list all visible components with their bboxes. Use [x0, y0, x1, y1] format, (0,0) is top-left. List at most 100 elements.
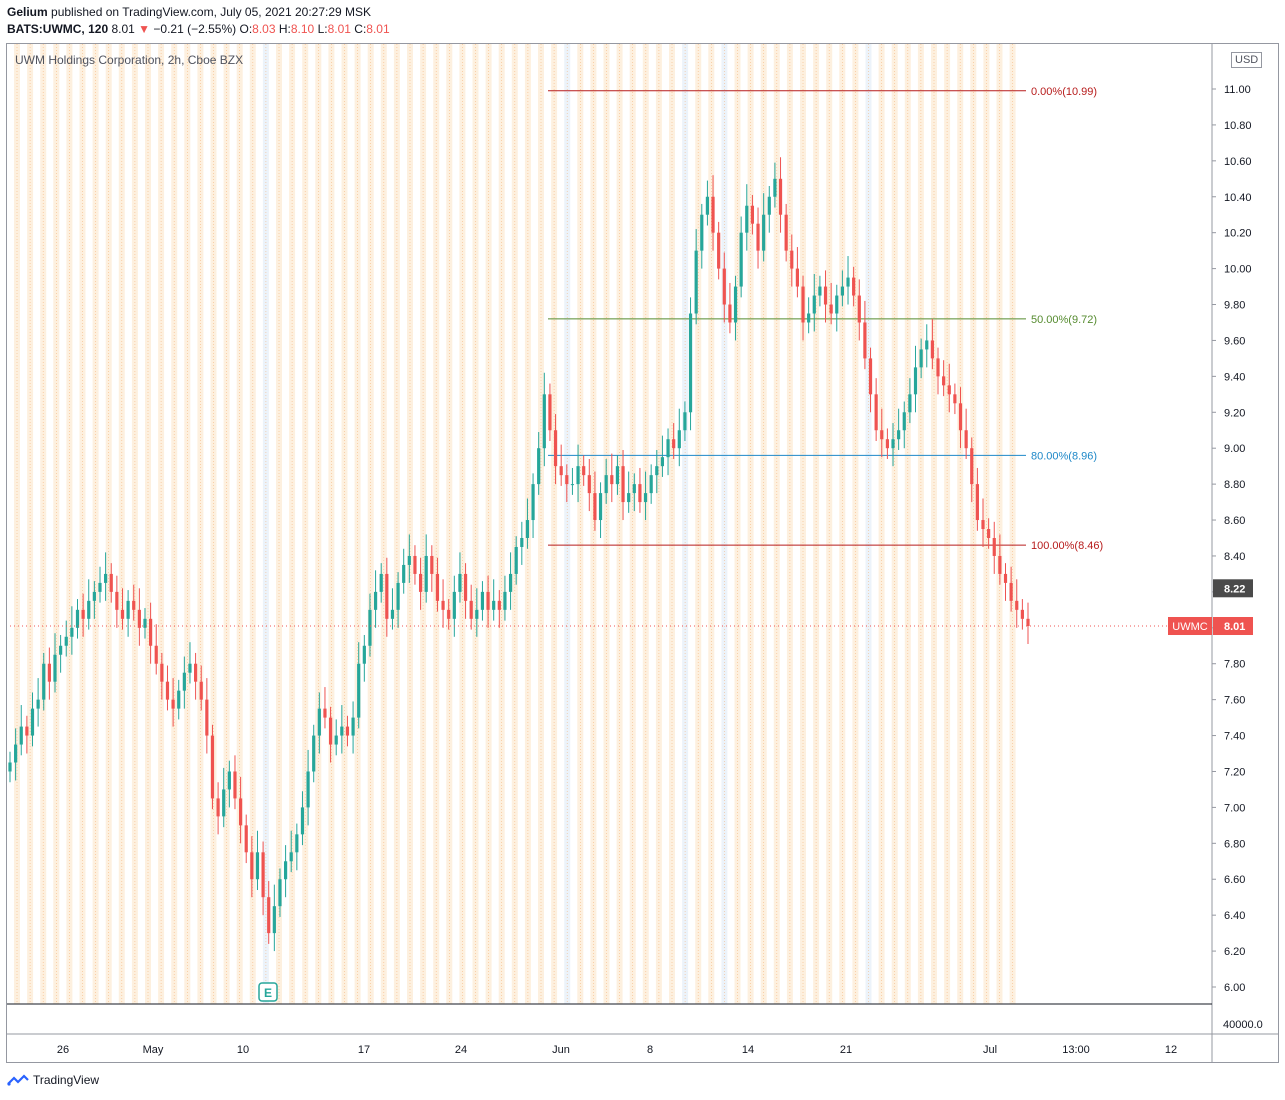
open-value: 8.03 [252, 22, 276, 36]
close-label: C: [354, 22, 367, 36]
candle-body [143, 618, 147, 628]
candle-body [857, 295, 861, 323]
earnings-marker-label: E [264, 986, 272, 1000]
candle-body [503, 591, 507, 610]
fib-level-label: 80.00%(8.96) [1031, 450, 1097, 462]
candle-body [154, 645, 158, 664]
candle-body [390, 609, 395, 619]
candle-body [149, 618, 153, 646]
candle-body [469, 600, 473, 619]
candle-body [59, 645, 63, 655]
x-tick-label: 21 [840, 1044, 852, 1056]
x-tick-label: 10 [237, 1044, 249, 1056]
fib-level-label: 100.00%(8.46) [1031, 540, 1103, 552]
candle-body [643, 493, 648, 503]
candle-body [778, 178, 783, 215]
candle-body [677, 430, 681, 449]
candle-body [19, 726, 23, 745]
y-tick-label: 9.80 [1224, 300, 1245, 312]
candle-body [132, 600, 136, 610]
candle-body [160, 663, 164, 682]
high-value: 8.10 [290, 22, 315, 36]
candle-body [447, 609, 451, 619]
candle-body [621, 466, 625, 503]
candle-body [233, 771, 237, 799]
y-tick-label: 7.20 [1224, 766, 1245, 778]
symbol-label: BATS:UWMC, 120 [7, 22, 109, 36]
fib-level-label: 0.00%(10.99) [1031, 86, 1097, 98]
candle-body [688, 313, 693, 413]
candle-body [345, 726, 350, 736]
candle-body [514, 546, 518, 574]
candle-body [36, 699, 40, 709]
tradingview-footer[interactable]: TradingView [7, 1073, 99, 1087]
candle-body [930, 340, 934, 359]
candle-body [559, 466, 563, 476]
candle-body [435, 573, 440, 601]
candle-body [818, 286, 822, 296]
candle-body [289, 852, 293, 862]
candle-body [340, 726, 344, 736]
x-tick-label: Jun [552, 1044, 570, 1056]
candle-body [908, 394, 912, 413]
candle-body [385, 573, 389, 619]
marker-price-tag [1213, 579, 1253, 598]
candle-body [739, 232, 743, 287]
candle-body [717, 232, 721, 269]
y-tick-label: 7.60 [1224, 695, 1245, 707]
candle-body [87, 600, 91, 619]
candle-body [441, 600, 445, 610]
x-tick-label: Jul [983, 1044, 997, 1056]
candle-body [711, 196, 715, 233]
x-tick-label: 14 [742, 1044, 754, 1056]
y-tick-label: 10.80 [1224, 120, 1252, 132]
candle-body [694, 250, 698, 314]
publisher-name: Gelium [7, 5, 48, 19]
low-value: 8.01 [327, 22, 351, 36]
candle-body [458, 573, 462, 592]
candle-body [655, 466, 659, 476]
candle-body [402, 564, 406, 583]
candle-body [756, 223, 760, 251]
candle-body [64, 636, 68, 646]
x-tick-label: 17 [358, 1044, 370, 1056]
candle-body [683, 412, 687, 431]
candle-body [194, 663, 198, 682]
symbol-tag-label: UWMC [1172, 621, 1207, 633]
change-value: −0.21 (−2.55%) [153, 22, 237, 36]
candle-body [970, 448, 974, 485]
candle-body [278, 879, 282, 907]
candle-body [604, 475, 608, 494]
candle-body [823, 286, 828, 305]
candle-body [660, 457, 665, 467]
candle-body [165, 681, 170, 700]
candle-body [250, 852, 254, 880]
candle-body [666, 439, 670, 458]
candle-body [328, 717, 333, 745]
candle-body [762, 214, 766, 251]
candle-body [261, 852, 265, 898]
y-tick-label: 6.80 [1224, 838, 1245, 850]
candle-body [807, 313, 811, 323]
marker-price-value: 8.22 [1224, 583, 1245, 595]
candle-body [1015, 600, 1019, 610]
x-tick-label: May [143, 1044, 164, 1056]
low-label: L: [317, 22, 328, 36]
candle-body [570, 484, 575, 486]
published-text: published on TradingView.com, July 05, 2… [51, 5, 372, 19]
candle-body [947, 385, 951, 395]
candle-body [1003, 573, 1008, 583]
footer-brand: TradingView [33, 1073, 100, 1087]
y-tick-label: 9.20 [1224, 407, 1245, 419]
candle-body [531, 484, 535, 521]
candle-body [267, 897, 271, 934]
candle-body [126, 600, 130, 619]
candle-body [700, 214, 704, 251]
candle-body [497, 600, 501, 610]
y-tick-label: 9.60 [1224, 335, 1245, 347]
candle-body [891, 439, 895, 449]
candle-body [255, 852, 260, 880]
candle-body [868, 358, 873, 395]
candle-body [75, 609, 80, 628]
